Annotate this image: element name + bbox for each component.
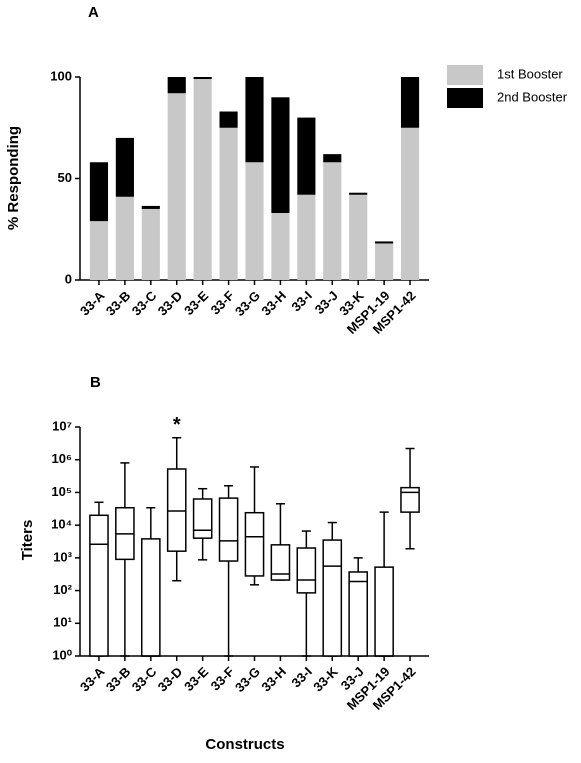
y-tick-label: 10³ <box>53 549 72 564</box>
y-axis-title: % Responding <box>5 126 22 230</box>
x-tick-label: 33-E <box>181 288 211 318</box>
y-tick-label: 10⁴ <box>51 517 72 532</box>
box <box>140 538 161 657</box>
bar-segment <box>375 241 394 244</box>
bar-segment <box>89 162 109 222</box>
x-tick-label: 33-H <box>258 288 289 319</box>
x-tick-label: 33-D <box>155 664 186 695</box>
y-tick-label: 50 <box>58 170 72 185</box>
x-axis-title: Constructs <box>205 736 284 753</box>
panel-label: A <box>88 4 99 21</box>
x-tick-label: 33-K <box>310 664 341 695</box>
x-tick-label: 33-G <box>232 664 263 695</box>
box <box>322 539 343 657</box>
bar-segment <box>167 77 186 94</box>
legend-swatch <box>447 88 483 108</box>
bar-segment <box>271 97 290 214</box>
x-tick-label: 33-H <box>258 664 289 695</box>
box <box>270 544 291 581</box>
bar-segment <box>141 205 160 209</box>
bar-segment <box>245 162 264 280</box>
x-tick-label: 33-D <box>155 288 186 319</box>
box <box>348 571 369 657</box>
x-tick-label: 33-G <box>232 288 263 319</box>
y-tick-label: 10⁶ <box>52 451 72 466</box>
bar-segment <box>400 77 420 128</box>
bar-segment <box>297 194 316 280</box>
x-tick-label: 33-J <box>312 288 341 317</box>
x-tick-label: 33-E <box>181 664 211 694</box>
box <box>244 511 265 577</box>
x-tick-label: 33-F <box>208 664 238 694</box>
bar-segment <box>219 127 238 280</box>
legend-label: 1st Booster <box>497 66 563 81</box>
bar-segment <box>297 117 316 195</box>
y-tick-label: 10¹ <box>53 615 72 630</box>
bar-segment <box>349 192 368 195</box>
bar-segment <box>219 111 238 128</box>
panel-label: B <box>90 374 101 391</box>
y-tick-label: 10⁷ <box>52 418 72 433</box>
bar-segment <box>245 77 264 163</box>
y-tick-label: 100 <box>50 68 72 83</box>
x-tick-label: 33-C <box>129 664 160 695</box>
x-tick-label: 33-A <box>77 664 108 695</box>
x-tick-label: 33-A <box>77 288 108 319</box>
bar-segment <box>115 196 134 280</box>
bar-segment <box>167 93 186 281</box>
bar-segment <box>400 127 420 280</box>
x-tick-label: 33-B <box>103 664 134 695</box>
x-tick-label: 33-F <box>208 288 238 318</box>
box <box>192 498 213 539</box>
box <box>374 566 394 657</box>
bar-segment <box>323 162 342 280</box>
y-tick-label: 10⁰ <box>52 647 72 662</box>
bar-segment <box>193 77 212 80</box>
y-tick-label: 0 <box>65 271 72 286</box>
x-tick-label: 33-B <box>103 288 134 319</box>
x-tick-label: 33-C <box>129 288 160 319</box>
box <box>218 497 239 562</box>
box <box>166 468 187 552</box>
bar-segment <box>193 79 212 280</box>
box <box>400 486 420 513</box>
bar-segment <box>271 213 290 280</box>
annotation: * <box>173 414 181 436</box>
bar-segment <box>115 137 134 197</box>
bar-segment <box>141 208 160 280</box>
box <box>89 514 109 657</box>
x-tick-label: 33-I <box>288 288 314 314</box>
y-tick-label: 10⁵ <box>51 484 72 499</box>
bar-segment <box>89 221 109 280</box>
legend-label: 2nd Booster <box>497 89 568 104</box>
y-tick-label: 10² <box>53 582 72 597</box>
bar-segment <box>349 194 368 280</box>
box <box>296 547 317 594</box>
y-axis-title: Titers <box>19 520 36 561</box>
bar-segment <box>375 243 394 280</box>
bar-segment <box>323 154 342 163</box>
legend-swatch <box>447 65 483 85</box>
x-tick-label: 33-I <box>288 664 314 690</box>
